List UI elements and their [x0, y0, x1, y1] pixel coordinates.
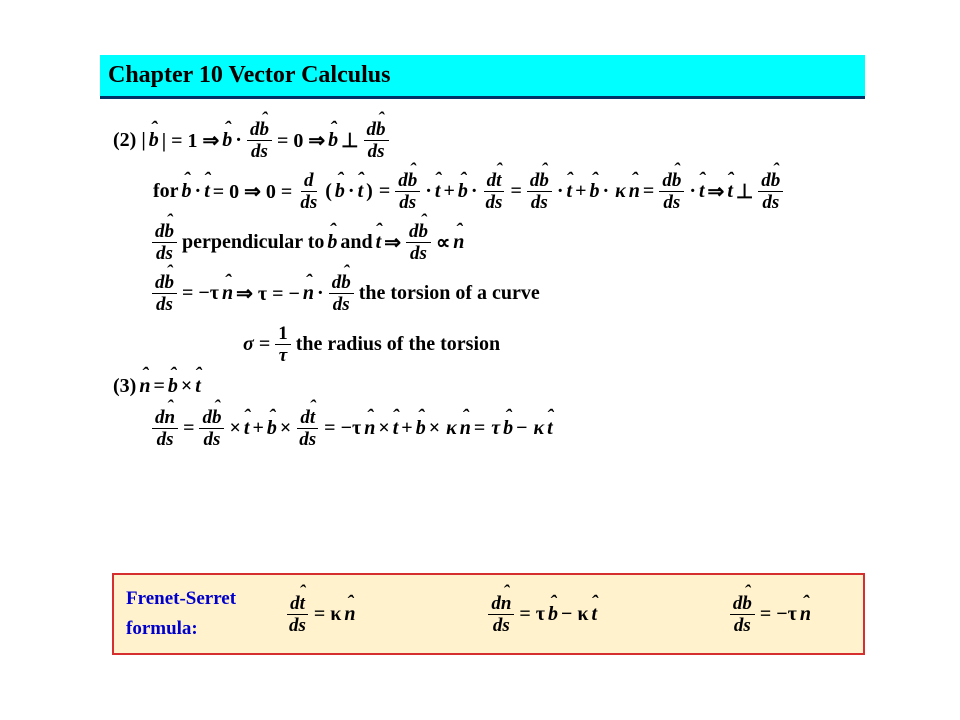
- frenet-serret-box: Frenet-Serret formula: dtds = κ n dnds =…: [112, 573, 865, 655]
- fraction: db ds: [364, 120, 389, 161]
- fraction: 1 τ: [275, 324, 291, 365]
- fraction: db ds: [406, 222, 431, 263]
- formula-eq-2: dnds = τ b − κ t: [486, 594, 597, 635]
- derivation-line-1: (2) | b | = 1 ⇒ b · db ds = 0 ⇒ b ⊥ db d…: [110, 120, 880, 161]
- formula-eq-1: dtds = κ n: [284, 594, 356, 635]
- formula-eq-3: dbds = −τ n: [728, 594, 811, 635]
- fraction: db ds: [247, 120, 272, 161]
- fraction: db ds: [659, 171, 684, 212]
- derivation-line-2: for b · t = 0 ⇒ 0 = d ds ( b · t ) = db …: [150, 171, 880, 212]
- fraction: db ds: [395, 171, 420, 212]
- chapter-title: Chapter 10 Vector Calculus: [108, 62, 390, 89]
- fraction: dn ds: [152, 408, 178, 449]
- fraction: db ds: [152, 273, 177, 314]
- fraction: db ds: [758, 171, 783, 212]
- fraction: dt ds: [296, 408, 319, 449]
- fraction: dt ds: [483, 171, 506, 212]
- math-content: (2) | b | = 1 ⇒ b · db ds = 0 ⇒ b ⊥ db d…: [110, 120, 880, 459]
- derivation-line-3: db ds perpendicular to b and t ⇒ db ds ∝…: [150, 222, 880, 263]
- fraction: db ds: [329, 273, 354, 314]
- formula-label: Frenet-Serret formula:: [126, 584, 256, 645]
- derivation-line-6: (3) n = b × t: [110, 375, 880, 398]
- derivation-line-4: db ds = −τ n ⇒ τ = − n · db ds the torsi…: [150, 273, 880, 314]
- formula-equations: dtds = κ n dnds = τ b − κ t dbds = −τ n: [284, 594, 851, 635]
- fraction: db ds: [527, 171, 552, 212]
- fraction: db ds: [199, 408, 224, 449]
- fraction: db ds: [152, 222, 177, 263]
- derivation-line-7: dn ds = db ds × t + b × dt ds = −τ n × t…: [150, 408, 880, 449]
- derivation-line-5: σ = 1 τ the radius of the torsion: [240, 324, 880, 365]
- fraction: d ds: [297, 171, 320, 212]
- chapter-header: Chapter 10 Vector Calculus: [100, 55, 865, 99]
